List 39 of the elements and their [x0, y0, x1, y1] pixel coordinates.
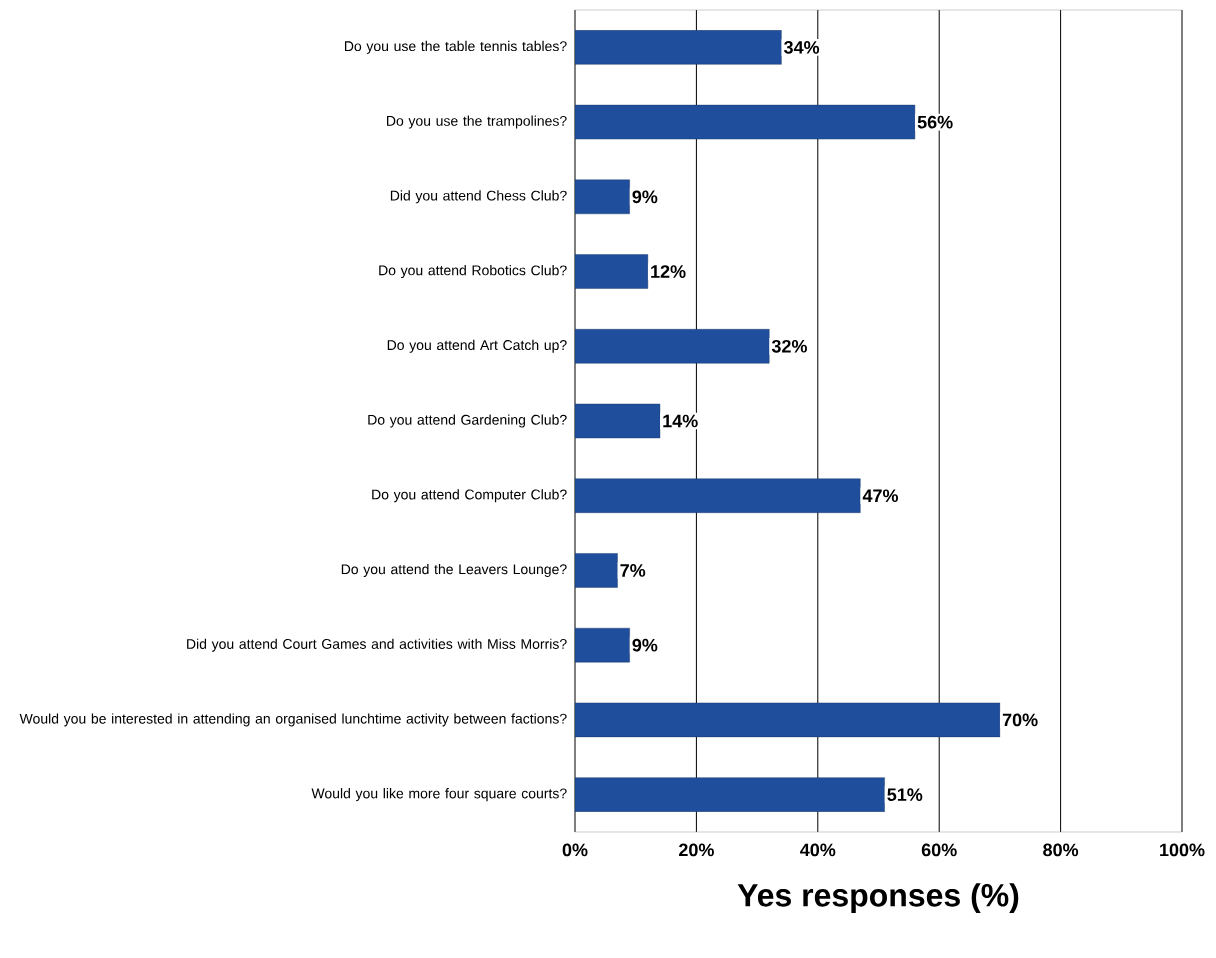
data-label: 34% [783, 40, 820, 54]
data-label: 70% [1002, 713, 1038, 727]
data-label: 51% [887, 788, 923, 801]
y-tick-label: Do you use the table tennis tables? [344, 40, 567, 54]
bar [575, 403, 661, 439]
data-label: 47% [862, 489, 899, 503]
y-tick-label: Do you attend Robotics Club? [379, 265, 567, 279]
data-label: 14% [663, 414, 698, 428]
bar [575, 777, 885, 812]
x-tick-label: 20% [679, 843, 714, 857]
x-tick-label: 40% [800, 843, 836, 857]
y-tick-label: Do you attend Art Catch up? [387, 339, 567, 353]
data-label: 12% [651, 265, 686, 278]
y-tick-label: Do you attend the Leavers Lounge? [341, 563, 567, 577]
bar [575, 478, 861, 513]
bar [575, 30, 782, 65]
y-tick-label: Do you attend Computer Club? [372, 489, 567, 503]
x-axis-title: Yes responses (%) [737, 883, 1019, 913]
bar [575, 254, 649, 289]
data-label: 7% [620, 564, 646, 577]
x-tick-label: 80% [1043, 843, 1079, 857]
x-tick-label: 60% [921, 843, 957, 857]
bar [575, 553, 618, 588]
x-tick-label: 100% [1160, 843, 1205, 857]
data-label: 9% [632, 638, 658, 652]
data-label: 9% [632, 190, 658, 204]
data-label: 56% [917, 115, 953, 129]
x-tick-label: 0% [562, 843, 588, 857]
y-tick-label: Would you be interested in attending an organised lunchtime activity between factions? [19, 713, 567, 727]
bar [575, 329, 770, 364]
data-label: 32% [771, 339, 807, 353]
y-tick-label: Would you like more four square courts? [311, 788, 567, 802]
bar [575, 702, 1001, 738]
y-tick-label: Do you use the trampolines? [387, 115, 567, 129]
bar [575, 627, 630, 663]
y-tick-label: Do you attend Gardening Club? [368, 414, 567, 428]
bar [575, 179, 630, 215]
y-tick-label: Did you attend Court Games and activities with Miss Morris? [187, 638, 567, 652]
y-tick-label: Did you attend Chess Club? [390, 190, 567, 204]
